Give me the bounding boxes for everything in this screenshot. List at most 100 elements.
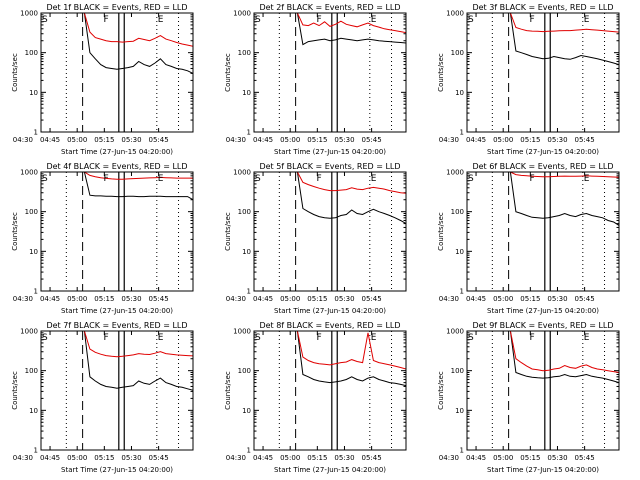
y-tick-label: 1 — [247, 129, 251, 137]
events-series-line — [41, 331, 193, 391]
detector-panel-5: Det 5f BLACK = Events, RED = LLD Start Ti… — [224, 162, 407, 315]
x-tick-label: 05:45 — [575, 136, 595, 144]
x-tick-label: 04:30 — [439, 454, 459, 462]
lld-series-line — [254, 13, 406, 34]
marker-f: F — [530, 333, 535, 343]
plot-frame — [466, 171, 620, 292]
events-series-line — [467, 331, 619, 384]
events-series-line — [254, 13, 406, 46]
lld-series-line — [467, 172, 619, 178]
marker-f: F — [104, 333, 109, 343]
x-axis-label: Start Time (27-Jun-15 04:20:00) — [274, 466, 386, 474]
events-series-line — [467, 172, 619, 226]
y-tick-label: 1 — [34, 129, 38, 137]
chart-title: Det 2f BLACK = Events, RED = LLD — [259, 3, 400, 12]
marker-s: S — [255, 333, 261, 343]
x-tick-label: 05:30 — [121, 136, 141, 144]
y-tick-label: 1 — [460, 288, 464, 296]
x-tick-label: 04:45 — [466, 454, 486, 462]
chart-title: Det 3f BLACK = Events, RED = LLD — [472, 3, 613, 12]
y-axis-label: Counts/sec — [437, 53, 445, 92]
y-tick-label: 1000 — [20, 10, 38, 18]
chart-title: Det 1f BLACK = Events, RED = LLD — [46, 3, 187, 12]
y-axis-label: Counts/sec — [11, 53, 19, 92]
x-tick-label: 05:00 — [67, 454, 87, 462]
marker-s: S — [42, 15, 48, 25]
y-tick-label: 10 — [455, 407, 464, 415]
marker-f: F — [317, 174, 322, 184]
marker-e: E — [158, 174, 164, 184]
x-tick-label: 05:30 — [334, 454, 354, 462]
x-tick-label: 05:15 — [94, 295, 114, 303]
events-series-line — [467, 13, 619, 66]
x-tick-label: 04:30 — [13, 136, 33, 144]
y-tick-label: 100 — [238, 208, 251, 216]
detector-panel-8: Det 8f BLACK = Events, RED = LLD Start Ti… — [224, 321, 407, 474]
x-tick-label: 05:15 — [520, 454, 540, 462]
y-tick-label: 10 — [29, 407, 38, 415]
marker-e: E — [371, 174, 377, 184]
detector-panel-2: Det 2f BLACK = Events, RED = LLD Start Ti… — [224, 3, 407, 156]
chart-title: Det 8f BLACK = Events, RED = LLD — [259, 321, 400, 330]
x-tick-label: 05:15 — [94, 136, 114, 144]
x-tick-label: 05:00 — [493, 136, 513, 144]
marker-e: E — [584, 333, 590, 343]
x-tick-label: 05:15 — [307, 295, 327, 303]
x-tick-label: 05:00 — [493, 454, 513, 462]
y-tick-label: 1 — [460, 129, 464, 137]
y-tick-label: 10 — [242, 407, 251, 415]
series-group — [41, 331, 193, 391]
marker-f: F — [317, 333, 322, 343]
chart-title: Det 6f BLACK = Events, RED = LLD — [472, 162, 613, 171]
x-axis-label: Start Time (27-Jun-15 04:20:00) — [61, 466, 173, 474]
reference-lines — [491, 331, 606, 450]
plot-frame — [253, 171, 407, 292]
detector-panel-9: Det 9f BLACK = Events, RED = LLD Start Ti… — [437, 321, 620, 474]
y-tick-label: 1000 — [446, 169, 464, 177]
x-tick-label: 05:15 — [307, 454, 327, 462]
x-tick-label: 05:45 — [575, 295, 595, 303]
series-group — [254, 172, 406, 225]
x-tick-label: 04:30 — [439, 136, 459, 144]
y-tick-label: 1 — [460, 447, 464, 455]
y-axis-label: Counts/sec — [437, 371, 445, 410]
reference-lines — [65, 331, 180, 450]
x-tick-label: 05:45 — [149, 136, 169, 144]
marker-f: F — [104, 15, 109, 25]
reference-lines — [278, 172, 393, 291]
series-group — [467, 172, 619, 226]
x-axis-label: Start Time (27-Jun-15 04:20:00) — [61, 307, 173, 315]
y-tick-label: 1 — [34, 288, 38, 296]
detector-panel-7: Det 7f BLACK = Events, RED = LLD Start Ti… — [11, 321, 194, 474]
y-axis-label: Counts/sec — [224, 212, 232, 251]
series-group — [467, 331, 619, 384]
y-axis-label: Counts/sec — [11, 212, 19, 251]
x-tick-label: 04:45 — [466, 295, 486, 303]
lld-series-line — [467, 13, 619, 33]
marker-s: S — [468, 333, 474, 343]
x-tick-label: 05:45 — [575, 454, 595, 462]
x-tick-label: 05:30 — [547, 136, 567, 144]
x-axis-label: Start Time (27-Jun-15 04:20:00) — [274, 148, 386, 156]
marker-e: E — [158, 15, 164, 25]
chart-title: Det 4f BLACK = Events, RED = LLD — [46, 162, 187, 171]
y-tick-label: 100 — [25, 367, 38, 375]
y-tick-label: 1000 — [446, 10, 464, 18]
events-series-line — [254, 172, 406, 225]
x-tick-label: 04:30 — [226, 295, 246, 303]
y-tick-label: 1 — [247, 288, 251, 296]
series-group — [254, 13, 406, 46]
events-series-line — [41, 172, 193, 201]
x-tick-label: 05:30 — [121, 295, 141, 303]
x-tick-label: 04:45 — [253, 454, 273, 462]
chart-title: Det 5f BLACK = Events, RED = LLD — [259, 162, 400, 171]
reference-lines — [491, 13, 606, 132]
events-series-line — [254, 331, 406, 387]
x-tick-label: 05:30 — [121, 454, 141, 462]
x-tick-label: 05:00 — [280, 295, 300, 303]
y-tick-label: 100 — [25, 49, 38, 57]
marker-s: S — [42, 174, 48, 184]
plot-frame — [40, 171, 194, 292]
x-axis-label: Start Time (27-Jun-15 04:20:00) — [487, 148, 599, 156]
